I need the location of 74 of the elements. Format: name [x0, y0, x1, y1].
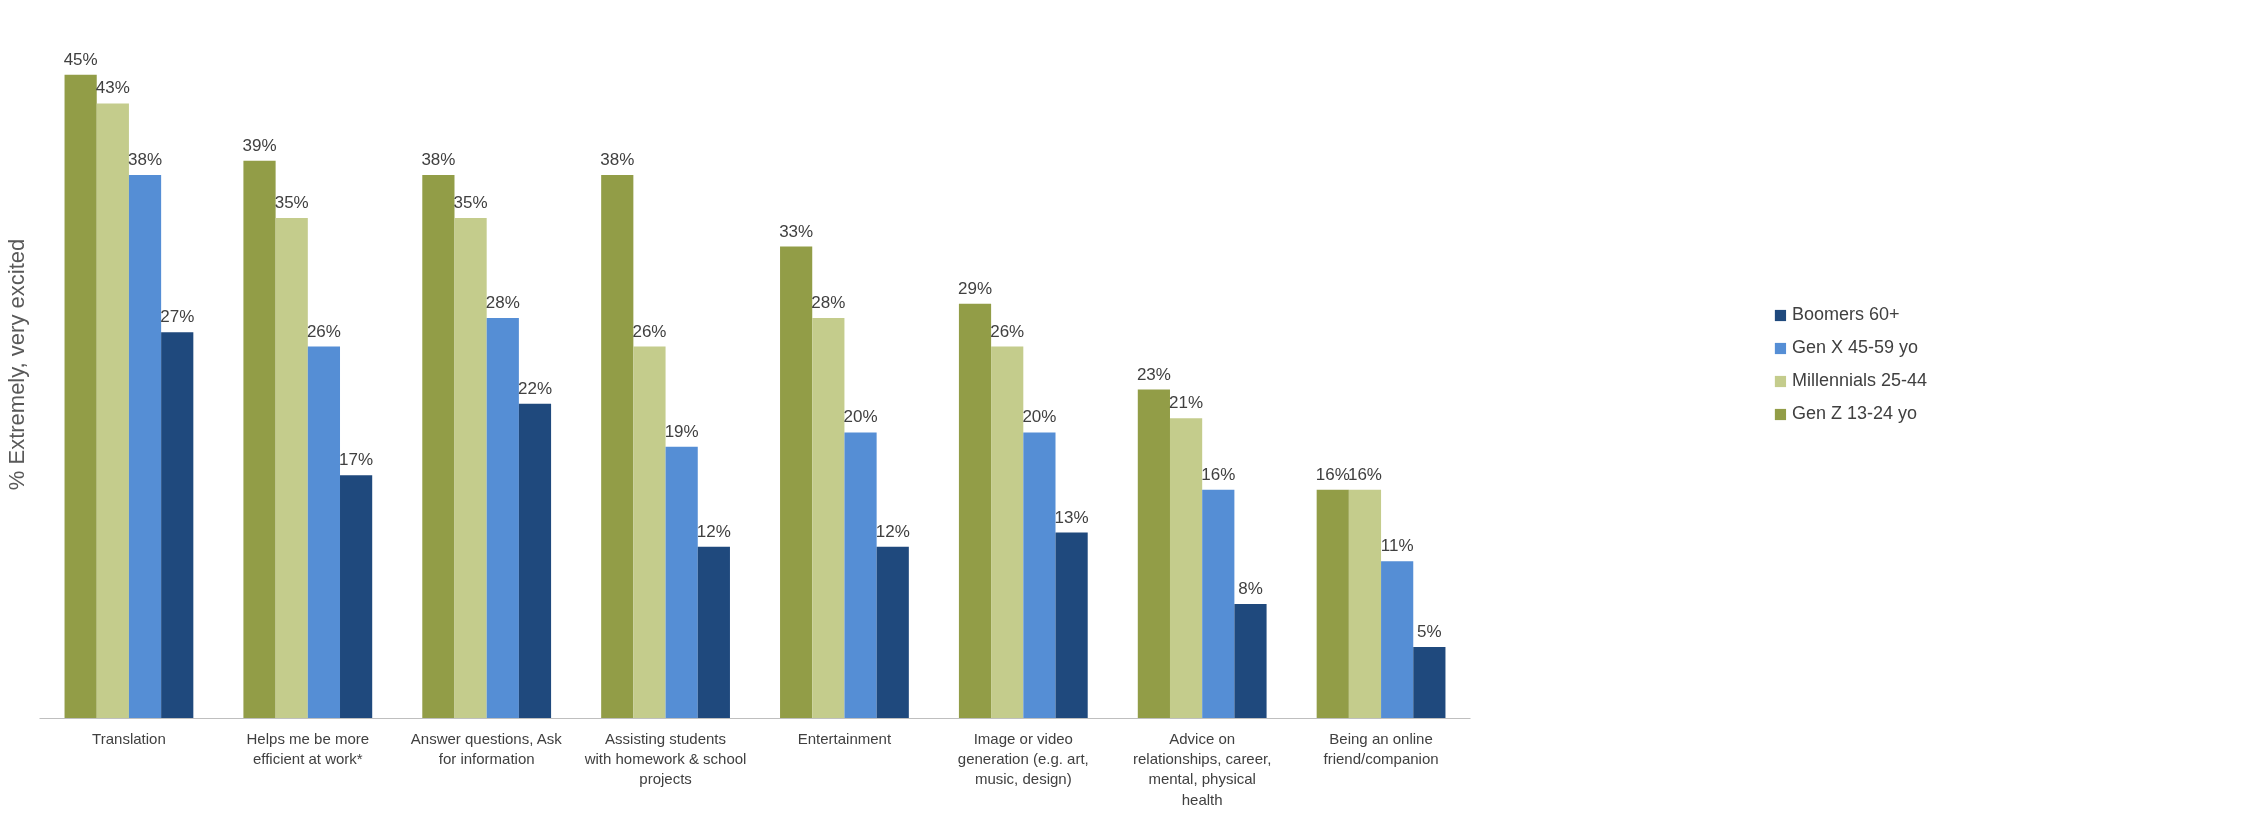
bar: [1202, 489, 1235, 719]
data-label: 38%: [600, 149, 635, 169]
data-label: 21%: [1169, 393, 1204, 413]
bar: [1316, 489, 1349, 719]
bar: [1137, 389, 1170, 719]
legend-label: Gen X 45-59 yo: [1791, 337, 1919, 358]
x-tick-label: Entertainment: [797, 729, 892, 747]
data-label: 45%: [63, 49, 98, 69]
data-label: 38%: [128, 149, 163, 169]
data-label: 13%: [1054, 507, 1089, 527]
data-label: 29%: [958, 278, 993, 298]
data-label: 28%: [485, 293, 520, 313]
data-label: 16%: [1315, 464, 1350, 484]
data-label: 27%: [160, 307, 195, 327]
bar: [275, 217, 308, 719]
bar: [518, 403, 552, 719]
data-label: 28%: [811, 293, 846, 313]
data-label: 11%: [1380, 536, 1414, 556]
bar: [697, 546, 730, 719]
data-label: 22%: [517, 378, 552, 398]
x-tick-label: Translation: [92, 729, 166, 747]
data-label: 26%: [632, 321, 667, 341]
data-label: 20%: [1022, 407, 1057, 427]
data-label: 12%: [875, 521, 910, 541]
data-label: 26%: [306, 321, 341, 341]
bar: [1023, 432, 1056, 719]
data-label: 8%: [1238, 579, 1263, 599]
bar: [1055, 532, 1088, 719]
bar: [665, 446, 698, 719]
data-label: 39%: [242, 135, 277, 155]
x-tick-label: Being an online friend/companion: [1323, 729, 1439, 767]
bar: [958, 303, 992, 719]
bar: [307, 346, 341, 719]
x-tick-label: Helps me be more efficient at work*: [246, 729, 370, 767]
bar: [64, 74, 97, 719]
data-label: 5%: [1417, 621, 1442, 641]
data-label: 16%: [1201, 464, 1236, 484]
bar: [633, 346, 666, 719]
data-label: 38%: [421, 149, 456, 169]
bar: [340, 475, 373, 719]
data-label: 17%: [339, 450, 374, 470]
data-label: 12%: [696, 521, 731, 541]
bar: [1413, 646, 1446, 719]
bar: [161, 332, 194, 719]
bar: [486, 318, 519, 719]
bar: [243, 160, 276, 719]
x-tick-label: Advice on relationships, career, mental, physical health: [1132, 729, 1272, 808]
bar: [128, 174, 162, 719]
bar: [454, 217, 487, 719]
data-label: 19%: [664, 421, 699, 441]
bar: [1348, 489, 1382, 719]
data-label: 20%: [843, 407, 878, 427]
bar: [96, 103, 129, 719]
bar: [1381, 561, 1414, 719]
data-label: 35%: [453, 192, 488, 212]
bar: [1169, 418, 1203, 719]
x-tick-label: Assisting students with homework & school projects: [583, 729, 747, 788]
bar: [601, 174, 634, 719]
bar: [780, 246, 813, 719]
x-tick-label: Answer questions, Ask for information: [410, 729, 563, 767]
data-label: 26%: [990, 321, 1025, 341]
bar: [991, 346, 1024, 719]
bar: [1234, 604, 1267, 719]
bar: [844, 432, 877, 719]
x-tick-label: Image or video generation (e.g. art, music, design): [957, 729, 1089, 788]
bar: [422, 174, 455, 719]
legend-label: Millennials 25-44: [1791, 370, 1928, 391]
legend-label: Gen Z 13-24 yo: [1791, 403, 1918, 424]
y-axis-title: % Extremely, very excited: [3, 238, 29, 491]
legend-label: Boomers 60+: [1791, 304, 1900, 325]
data-label: 33%: [779, 221, 814, 241]
data-label: 23%: [1136, 364, 1171, 384]
bar: [812, 318, 845, 719]
bar: [876, 546, 909, 719]
